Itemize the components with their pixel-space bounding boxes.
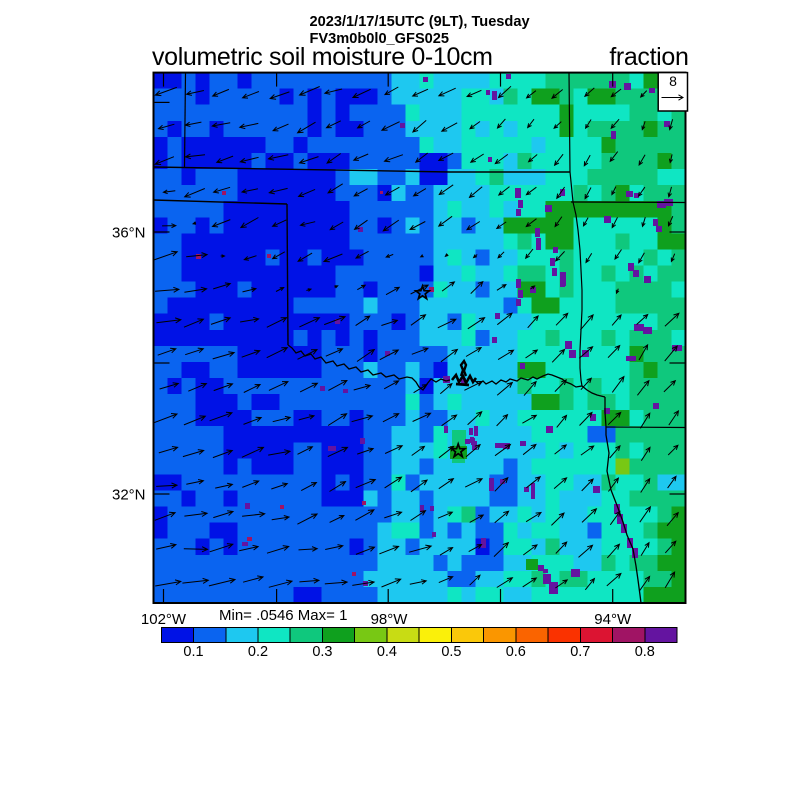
svg-text:8: 8 <box>669 73 677 89</box>
svg-text:98°W: 98°W <box>371 611 409 628</box>
svg-text:32°N: 32°N <box>112 487 146 504</box>
svg-text:fraction: fraction <box>609 43 688 71</box>
svg-text:Min= .0546 Max= 1: Min= .0546 Max= 1 <box>219 607 347 624</box>
svg-text:0.8: 0.8 <box>635 644 655 660</box>
svg-text:0.3: 0.3 <box>312 644 332 660</box>
svg-text:2023/1/17/15UTC (9LT), Tuesday: 2023/1/17/15UTC (9LT), Tuesday <box>310 14 531 30</box>
svg-text:0.6: 0.6 <box>506 644 526 660</box>
svg-text:102°W: 102°W <box>141 611 187 628</box>
svg-text:94°W: 94°W <box>594 611 632 628</box>
svg-text:36°N: 36°N <box>112 225 146 242</box>
svg-text:FV3m0b0l0_GFS025: FV3m0b0l0_GFS025 <box>310 31 450 47</box>
svg-text:0.7: 0.7 <box>570 644 590 660</box>
svg-text:0.2: 0.2 <box>248 644 268 660</box>
svg-text:volumetric soil moisture 0-10c: volumetric soil moisture 0-10cm <box>152 43 493 71</box>
svg-text:0.1: 0.1 <box>183 644 203 660</box>
svg-text:0.5: 0.5 <box>441 644 461 660</box>
svg-text:0.4: 0.4 <box>377 644 397 660</box>
